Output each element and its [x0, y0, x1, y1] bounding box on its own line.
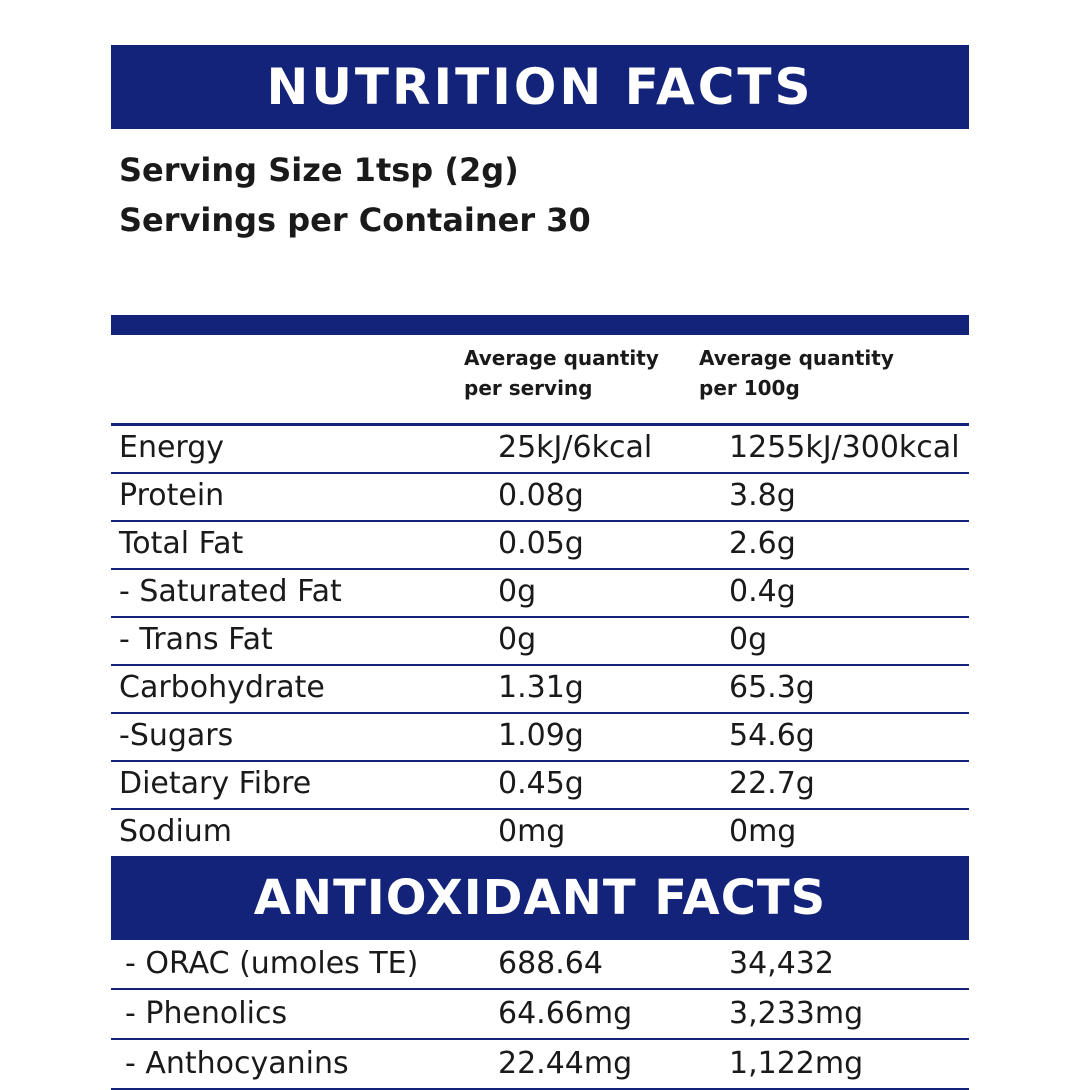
- nutrition-panel: NUTRITION FACTS Serving Size 1tsp (2g) S…: [111, 45, 969, 1090]
- antioxidant-table: - ORAC (umoles TE) 688.64 34,432 - Pheno…: [111, 940, 969, 1090]
- table-row: Sodium 0mg 0mg: [111, 808, 969, 856]
- table-row: Dietary Fibre 0.45g 22.7g: [111, 760, 969, 808]
- table-row: Protein 0.08g 3.8g: [111, 472, 969, 520]
- table-row: -Sugars 1.09g 54.6g: [111, 712, 969, 760]
- per-serving-value: 0g: [498, 622, 537, 657]
- nutrient-label: Energy: [119, 430, 225, 465]
- column-header-per-100g: Average quantity per 100g: [699, 343, 929, 403]
- per-serving-value: 0g: [498, 574, 537, 609]
- per-100g-value: 65.3g: [729, 670, 815, 705]
- per-serving-value: 0.08g: [498, 478, 584, 513]
- header-divider-bar: [111, 315, 969, 335]
- nutrient-label: Protein: [119, 478, 225, 513]
- per-100g-value: 3.8g: [729, 478, 796, 513]
- per-100g-value: 1,122mg: [729, 1046, 864, 1081]
- nutrient-label: Sodium: [119, 814, 233, 849]
- per-100g-value: 22.7g: [729, 766, 815, 801]
- per-100g-value: 1255kJ/300kcal: [729, 430, 960, 465]
- per-serving-value: 688.64: [498, 946, 603, 981]
- nutrient-table: Energy 25kJ/6kcal 1255kJ/300kcal Protein…: [111, 423, 969, 856]
- column-header-line: per 100g: [699, 376, 800, 400]
- per-serving-value: 0.05g: [498, 526, 584, 561]
- serving-info: Serving Size 1tsp (2g) Servings per Cont…: [111, 129, 969, 315]
- table-row: - Phenolics 64.66mg 3,233mg: [111, 990, 969, 1040]
- table-row: - Trans Fat 0g 0g: [111, 616, 969, 664]
- per-100g-value: 34,432: [729, 946, 834, 981]
- servings-per-container: Servings per Container 30: [119, 201, 591, 239]
- table-row: Total Fat 0.05g 2.6g: [111, 520, 969, 568]
- per-serving-value: 0mg: [498, 814, 566, 849]
- antioxidant-label: - Phenolics: [125, 996, 288, 1031]
- per-100g-value: 2.6g: [729, 526, 796, 561]
- table-row: Energy 25kJ/6kcal 1255kJ/300kcal: [111, 423, 969, 472]
- antioxidant-label: - Anthocyanins: [125, 1046, 349, 1081]
- per-serving-value: 1.09g: [498, 718, 584, 753]
- column-header-line: Average quantity: [464, 346, 659, 370]
- nutrient-label: - Trans Fat: [119, 622, 273, 657]
- column-header-per-serving: Average quantity per serving: [464, 343, 684, 403]
- column-headers: Average quantity per serving Average qua…: [111, 335, 969, 423]
- nutrient-label: -Sugars: [119, 718, 234, 753]
- antioxidant-label: - ORAC (umoles TE): [125, 946, 419, 981]
- table-row: - Saturated Fat 0g 0.4g: [111, 568, 969, 616]
- table-row: Carbohydrate 1.31g 65.3g: [111, 664, 969, 712]
- per-serving-value: 25kJ/6kcal: [498, 430, 653, 465]
- nutrition-facts-title: NUTRITION FACTS: [111, 45, 969, 129]
- per-serving-value: 22.44mg: [498, 1046, 633, 1081]
- per-100g-value: 0.4g: [729, 574, 796, 609]
- per-100g-value: 3,233mg: [729, 996, 864, 1031]
- nutrient-label: Dietary Fibre: [119, 766, 312, 801]
- table-row: - Anthocyanins 22.44mg 1,122mg: [111, 1040, 969, 1090]
- per-100g-value: 0mg: [729, 814, 797, 849]
- antioxidant-facts-title: ANTIOXIDANT FACTS: [111, 856, 969, 940]
- nutrient-label: Total Fat: [119, 526, 244, 561]
- column-header-line: Average quantity: [699, 346, 894, 370]
- per-serving-value: 0.45g: [498, 766, 584, 801]
- column-header-line: per serving: [464, 376, 593, 400]
- serving-size: Serving Size 1tsp (2g): [119, 151, 519, 189]
- table-row: - ORAC (umoles TE) 688.64 34,432: [111, 940, 969, 990]
- nutrient-label: Carbohydrate: [119, 670, 325, 705]
- per-serving-value: 64.66mg: [498, 996, 633, 1031]
- nutrient-label: - Saturated Fat: [119, 574, 342, 609]
- per-serving-value: 1.31g: [498, 670, 584, 705]
- per-100g-value: 54.6g: [729, 718, 815, 753]
- per-100g-value: 0g: [729, 622, 768, 657]
